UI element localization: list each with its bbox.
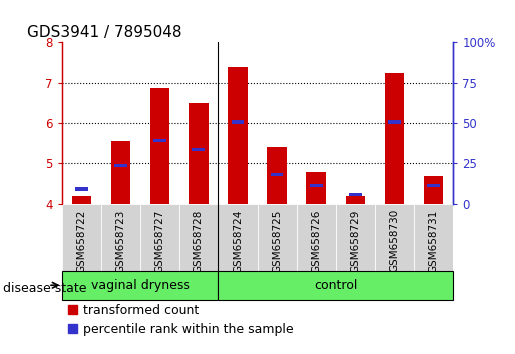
Bar xyxy=(101,204,140,271)
Text: GDS3941 / 7895048: GDS3941 / 7895048 xyxy=(27,25,181,40)
Bar xyxy=(75,187,88,191)
Bar xyxy=(228,67,248,204)
Bar xyxy=(218,204,258,271)
Bar xyxy=(232,120,244,124)
Bar xyxy=(414,204,453,271)
Bar xyxy=(62,204,101,271)
Text: GSM658729: GSM658729 xyxy=(350,209,360,273)
Bar xyxy=(114,164,127,167)
Bar xyxy=(218,271,453,299)
Text: GSM658731: GSM658731 xyxy=(428,209,439,273)
Bar xyxy=(427,184,440,187)
Text: GSM658722: GSM658722 xyxy=(76,209,87,273)
Bar xyxy=(349,193,362,196)
Bar xyxy=(385,73,404,204)
Legend: transformed count, percentile rank within the sample: transformed count, percentile rank withi… xyxy=(68,304,294,336)
Bar xyxy=(193,148,205,151)
Bar xyxy=(267,147,287,204)
Bar xyxy=(388,120,401,124)
Bar xyxy=(153,139,166,142)
Bar xyxy=(310,184,322,187)
Bar xyxy=(346,196,365,204)
Text: GSM658728: GSM658728 xyxy=(194,209,204,273)
Bar xyxy=(179,204,218,271)
Text: GSM658724: GSM658724 xyxy=(233,209,243,273)
Text: control: control xyxy=(314,279,357,292)
Text: disease state: disease state xyxy=(3,282,86,295)
Bar xyxy=(62,271,218,299)
Bar xyxy=(258,204,297,271)
Text: GSM658727: GSM658727 xyxy=(154,209,165,273)
Bar xyxy=(297,204,336,271)
Bar xyxy=(271,172,283,176)
Bar xyxy=(424,176,443,204)
Bar xyxy=(111,141,130,204)
Bar xyxy=(189,103,209,204)
Text: GSM658726: GSM658726 xyxy=(311,209,321,273)
Text: GSM658723: GSM658723 xyxy=(115,209,126,273)
Bar xyxy=(150,88,169,204)
Bar xyxy=(72,196,91,204)
Text: GSM658730: GSM658730 xyxy=(389,209,400,272)
Bar xyxy=(336,204,375,271)
Text: GSM658725: GSM658725 xyxy=(272,209,282,273)
Bar xyxy=(140,204,179,271)
Bar xyxy=(375,204,414,271)
Bar xyxy=(306,171,326,204)
Text: vaginal dryness: vaginal dryness xyxy=(91,279,190,292)
